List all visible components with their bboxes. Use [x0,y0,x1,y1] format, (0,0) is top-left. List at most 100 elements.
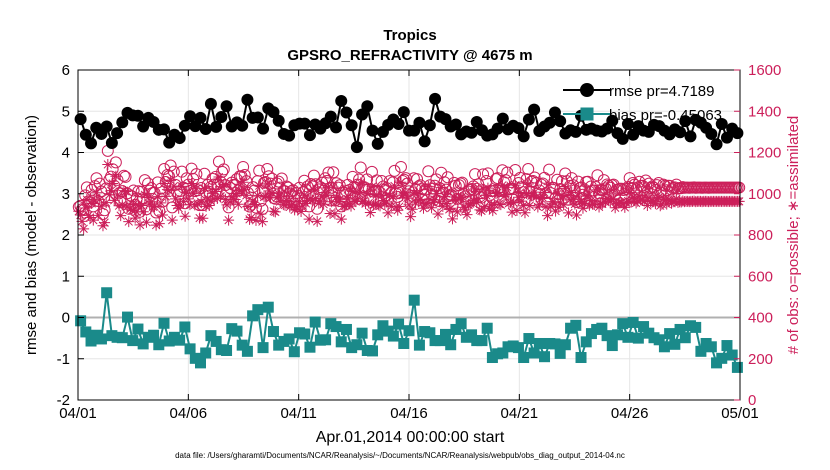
rmse-point [194,111,207,124]
obs-assimilated-point [664,194,676,206]
rmse-point [392,118,405,131]
obs-possible-point [477,168,490,181]
obs-assimilated-point [186,177,198,189]
obs-assimilated-point [434,196,446,208]
bias-point [241,345,253,357]
obs-assimilated-point [571,209,583,221]
obs-assimilated-point [76,215,88,227]
obs-assimilated-point [432,208,444,220]
obs-possible-point [119,170,132,183]
bias-point [617,318,629,330]
obs-possible-point [422,165,435,178]
obs-assimilated-point [511,204,523,216]
obs-assimilated-point [440,197,452,209]
obs-possible-point [311,202,324,215]
obs-possible-point [512,177,525,190]
obs-possible-point [85,183,98,196]
bias-point [690,321,702,333]
obs-possible-point [262,170,275,183]
bias-point [632,332,644,344]
obs-assimilated-point [554,197,566,209]
obs-assimilated-point [179,210,191,222]
obs-assimilated-point [363,197,375,209]
bias-point [679,332,691,344]
obs-assimilated-point [487,205,499,217]
obs-assimilated-point [145,196,157,208]
obs-possible-point [559,167,572,180]
obs-possible-point [109,156,122,169]
bias-point [309,316,321,328]
obs-assimilated-point [116,199,128,211]
bias-point [205,330,217,342]
obs-assimilated-point [178,196,190,208]
obs-assimilated-point [202,193,214,205]
bias-point [356,327,368,339]
rmse-point [491,122,504,135]
obs-assimilated-point [87,214,99,226]
rmse-point [105,137,118,150]
obs-assimilated-point [385,200,397,212]
rmse-point [241,93,254,106]
obs-possible-point [665,183,678,196]
obs-possible-point [98,204,111,217]
obs-possible-point [183,184,196,197]
rmse-point [418,135,431,148]
obs-assimilated-point [564,194,576,206]
obs-assimilated-point [235,185,247,197]
obs-assimilated-point [142,191,154,203]
obs-assimilated-point [120,185,132,197]
obs-assimilated-point [173,202,185,214]
rmse-point [627,128,640,141]
obs-assimilated-point [319,187,331,199]
obs-assimilated-point [371,189,383,201]
bias-point [512,342,524,354]
bias-point [450,323,462,335]
rmse-point [621,118,634,131]
obs-possible-point [196,199,209,212]
x-axis-label: Apr.01,2014 00:00:00 start [316,429,505,446]
obs-possible-point [122,202,135,215]
obs-assimilated-point [530,191,542,203]
obs-assimilated-point [405,211,417,223]
obs-possible-point [174,185,187,198]
obs-assimilated-point [611,198,623,210]
bias-point [288,346,300,358]
obs-possible-point [531,187,544,200]
bias-point [320,334,332,346]
obs-assimilated-point [240,189,252,201]
obs-assimilated-point [99,217,111,229]
obs-assimilated-point [395,176,407,188]
obs-assimilated-point [442,186,454,198]
rmse-point [79,128,92,141]
obs-assimilated-point [300,197,312,209]
obs-assimilated-point [331,191,343,203]
obs-possible-point [562,193,575,206]
obs-possible-point [129,198,142,211]
obs-possible-point [134,205,147,218]
y-left-tick-label: 3 [62,186,70,203]
obs-possible-point [298,174,311,187]
bias-point [127,335,139,347]
bias-point [387,330,399,342]
bias-point [528,347,540,359]
bias-point [466,329,478,341]
bias-point [731,361,743,373]
obs-possible-point [528,171,541,184]
obs-possible-point [301,180,314,193]
rmse-point [335,94,348,107]
y-axis-right-label: # of obs: o=possible; ∗=assimilated [785,116,802,355]
obs-assimilated-point [575,195,587,207]
obs-assimilated-point [316,191,328,203]
obs-assimilated-point [393,201,405,213]
obs-assimilated-point [153,218,165,230]
obs-assimilated-point [295,205,307,217]
obs-assimilated-point [492,187,504,199]
obs-possible-point [733,181,746,194]
obs-assimilated-point [126,204,138,216]
obs-possible-point [327,166,340,179]
obs-assimilated-point [210,185,222,197]
bias-point [158,317,170,329]
obs-possible-point [576,188,589,201]
obs-assimilated-point [247,195,259,207]
data-file-footnote: data file: /Users/gharamti/Documents/NCA… [175,451,625,460]
